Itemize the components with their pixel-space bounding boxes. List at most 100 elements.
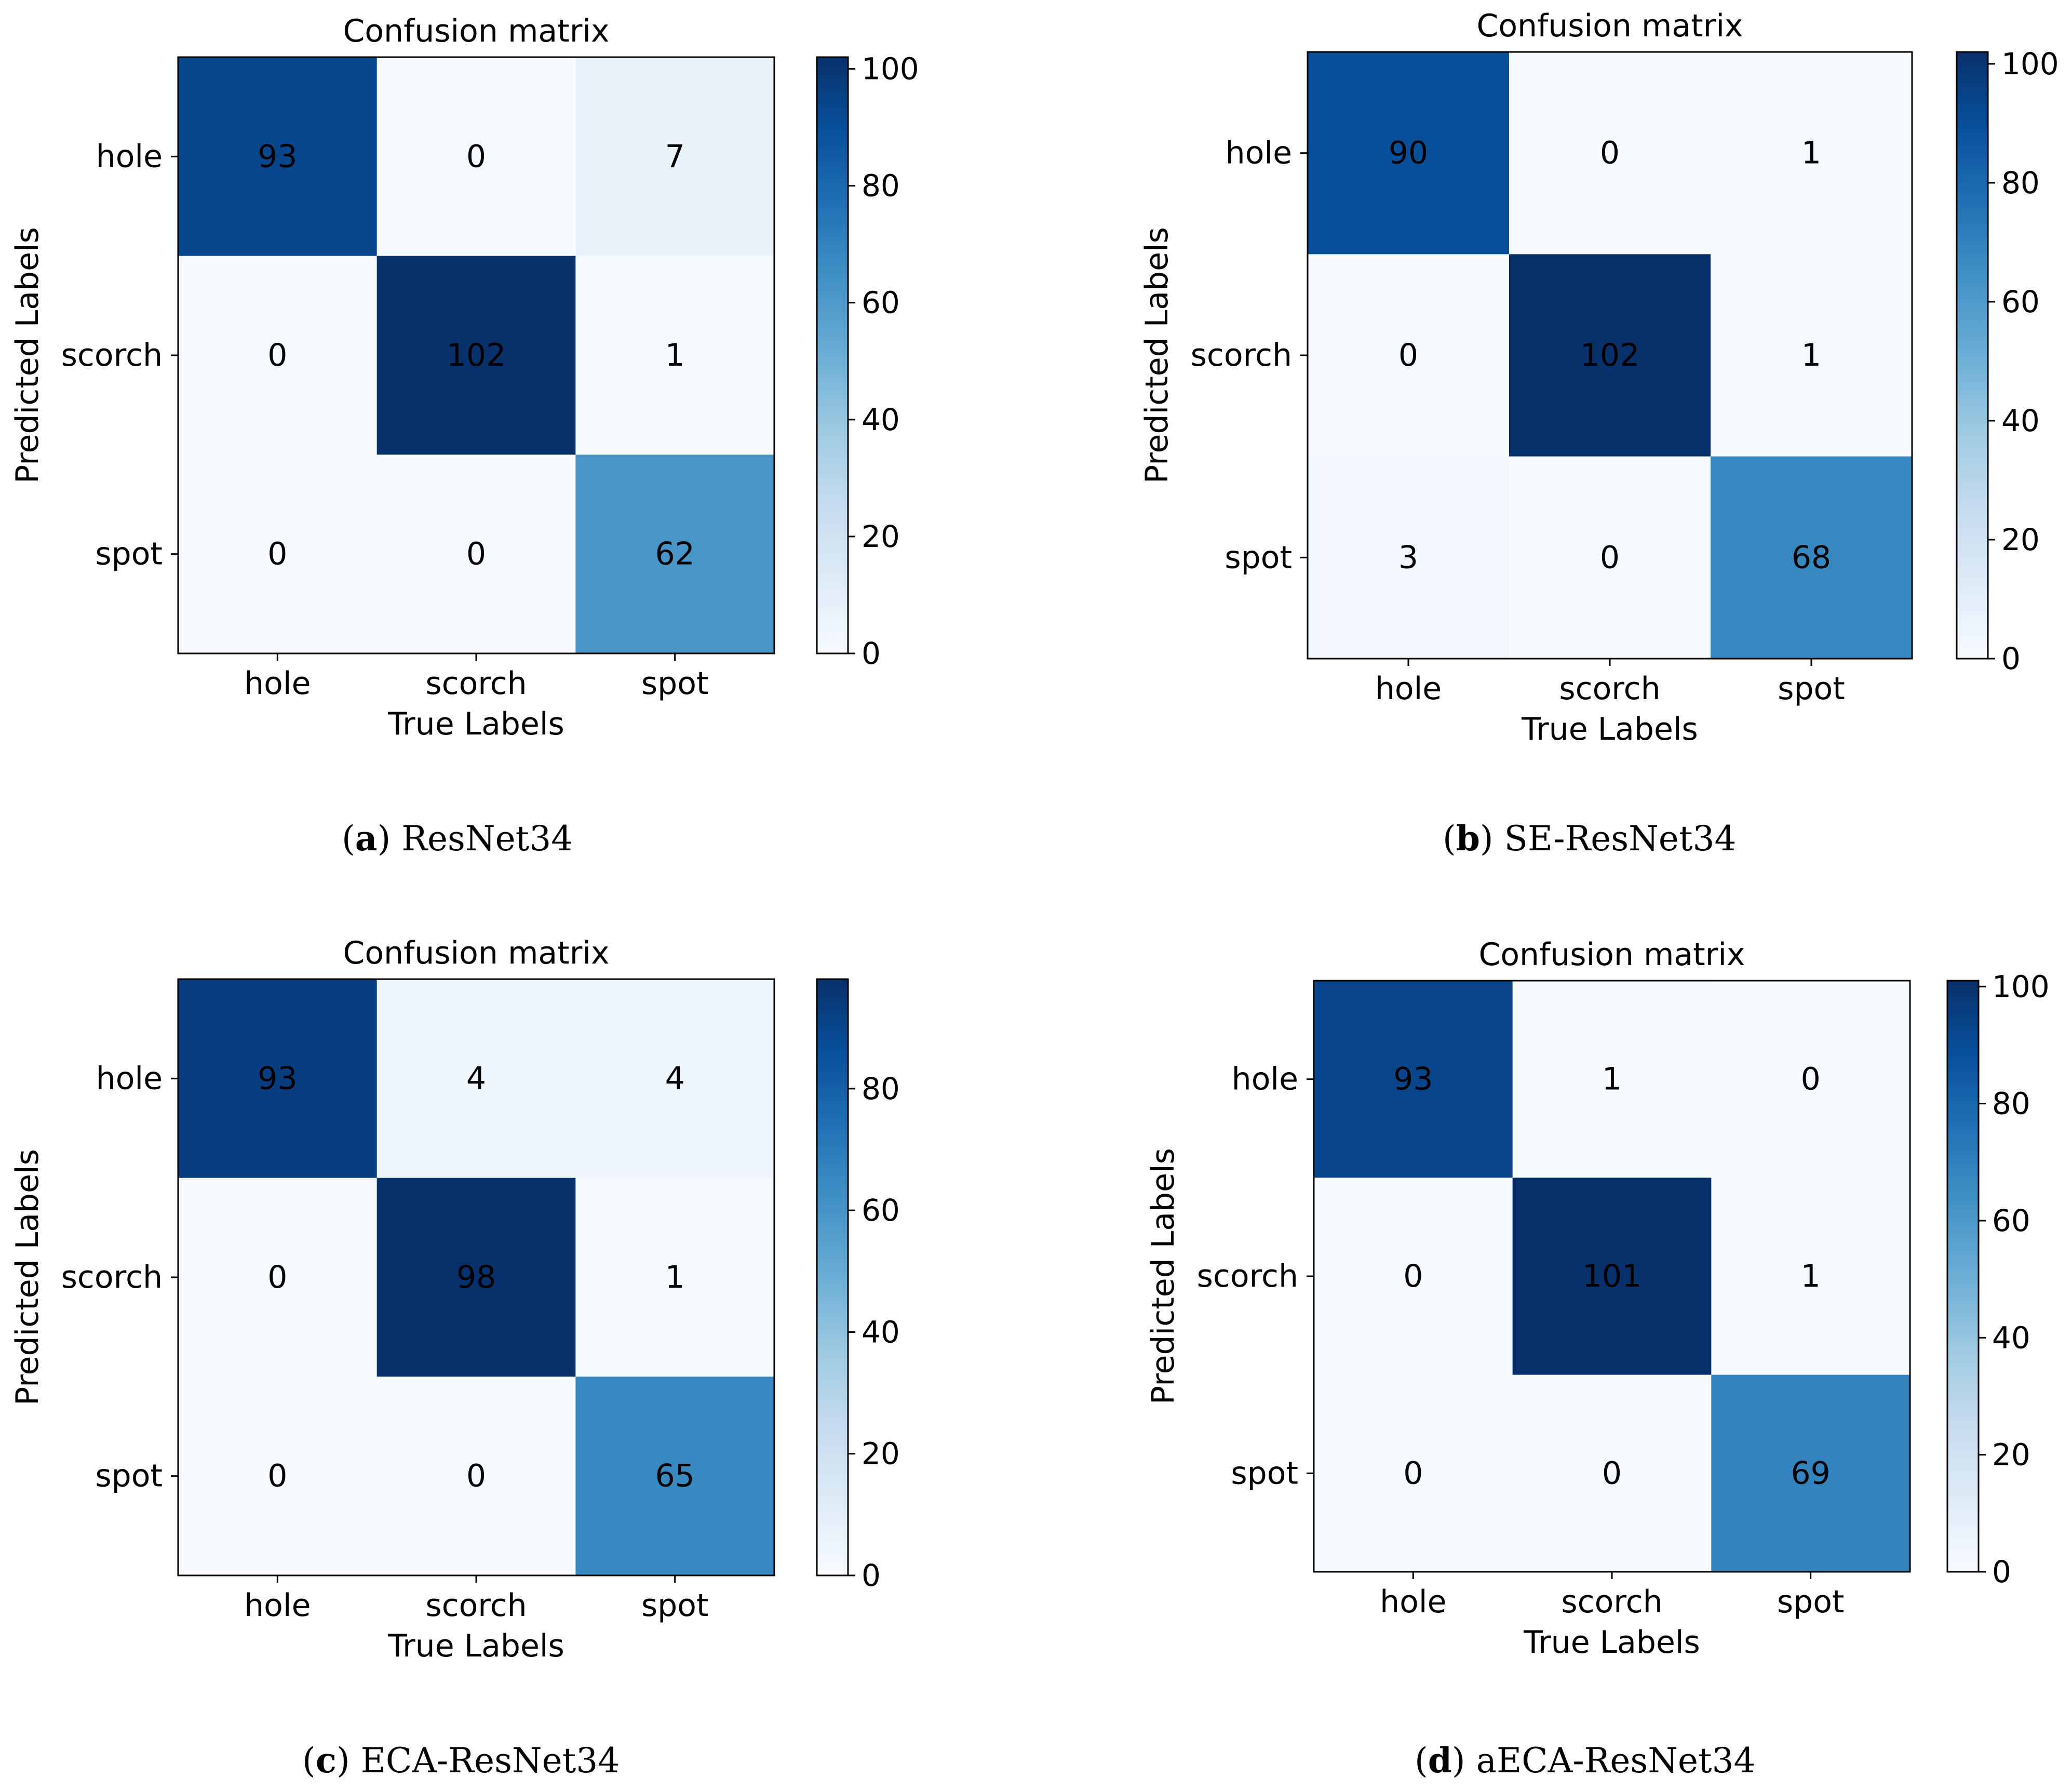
heatmap-cell — [1308, 254, 1510, 457]
cell-value-label: 0 — [1403, 1455, 1423, 1491]
colorbar — [816, 56, 849, 654]
cell-value-label: 1 — [1602, 1061, 1622, 1098]
heatmap-cell — [1509, 52, 1711, 255]
cell-value-label: 98 — [456, 1259, 496, 1295]
heatmap-cell — [1711, 456, 1913, 659]
colorbar-tick-label: 60 — [862, 1193, 900, 1228]
colorbar — [1946, 980, 1980, 1573]
cell-value-label: 1 — [1801, 135, 1821, 171]
colorbar-tick-label: 40 — [862, 1314, 900, 1349]
cell-value-label: 90 — [1389, 135, 1428, 171]
cell-value-label: 7 — [665, 138, 685, 175]
x-tick-label: hole — [1380, 1584, 1446, 1620]
cell-value-label: 68 — [1792, 539, 1831, 576]
colorbar-tick-label: 40 — [2001, 403, 2040, 438]
chart-title: Confusion matrix — [1476, 8, 1743, 44]
x-tick-label: scorch — [1561, 1584, 1662, 1620]
heatmap-cell — [575, 1178, 775, 1377]
x-axis-label: True Labels — [387, 1628, 564, 1664]
caption-a: (a) ResNet34 — [342, 818, 573, 859]
heatmap-cell — [1314, 1178, 1513, 1375]
colorbar-tick-label: 100 — [2001, 46, 2059, 82]
cell-value-label: 93 — [258, 138, 297, 175]
colorbar-tick-label: 80 — [862, 168, 900, 204]
colorbar-tick-label: 100 — [1992, 969, 2050, 1004]
x-tick-label: scorch — [425, 665, 527, 702]
cell-value-label: 93 — [1393, 1061, 1433, 1098]
cell-value-label: 3 — [1398, 539, 1418, 576]
heatmap-cell — [178, 455, 378, 654]
caption-d: (d) aECA-ResNet34 — [1415, 1740, 1756, 1781]
caption-b: (b) SE-ResNet34 — [1443, 818, 1737, 859]
colorbar-tick-label: 40 — [1992, 1320, 2030, 1355]
cell-value-label: 101 — [1582, 1258, 1642, 1294]
cell-value-label: 1 — [665, 1259, 685, 1295]
cell-value-label: 1 — [1801, 1258, 1821, 1294]
chart-title: Confusion matrix — [343, 935, 609, 971]
heatmap-cell — [1314, 981, 1513, 1178]
colorbar-tick-label: 0 — [862, 636, 881, 671]
colorbar-tick-label: 0 — [1992, 1554, 2011, 1589]
colorbar-tick-label: 20 — [1992, 1437, 2030, 1473]
cell-value-label: 102 — [1580, 337, 1640, 373]
x-tick-label: hole — [244, 1587, 311, 1624]
cell-value-label: 69 — [1791, 1455, 1830, 1491]
x-axis-label: True Labels — [1521, 711, 1698, 747]
heatmap-cell — [376, 455, 576, 654]
heatmap-cell — [1512, 1178, 1712, 1375]
y-axis-label: Predicted Labels — [1145, 1148, 1181, 1405]
heatmap-cell — [376, 1178, 576, 1377]
x-tick-label: spot — [1778, 671, 1845, 707]
colorbar-tick-label: 0 — [2001, 641, 2021, 676]
cell-value-label: 0 — [466, 138, 486, 175]
heatmap-cell — [178, 1376, 378, 1576]
cell-value-label: 0 — [267, 1259, 287, 1295]
heatmap-cell — [575, 979, 775, 1179]
colorbar-tick-label: 40 — [862, 402, 900, 437]
colorbar-tick-label: 0 — [862, 1558, 881, 1593]
x-tick-label: scorch — [1559, 671, 1660, 707]
y-tick-label: spot — [1231, 1455, 1298, 1491]
heatmap-cell — [376, 256, 576, 455]
colorbar-tick-label: 100 — [862, 51, 919, 87]
cell-value-label: 0 — [466, 536, 486, 572]
heatmap-cell — [575, 256, 775, 455]
heatmap-cell — [1711, 981, 1910, 1178]
heatmap-cell — [1512, 981, 1712, 1178]
heatmap-cell — [1711, 52, 1913, 255]
y-tick-label: scorch — [61, 1259, 163, 1295]
confusion-matrix-panel-b: Confusion matrix 90 0 1 0 102 1 3 0 68 hole scorch s… — [1139, 8, 2059, 747]
cell-value-label: 0 — [1600, 539, 1620, 576]
colorbar-tick-label: 80 — [1992, 1086, 2030, 1121]
chart-title: Confusion matrix — [343, 13, 609, 49]
y-tick-label: scorch — [61, 337, 163, 373]
heatmap-cell — [1509, 254, 1711, 457]
cell-value-label: 0 — [267, 536, 287, 572]
y-tick-label: hole — [1226, 135, 1292, 171]
colorbar-tick-label: 60 — [2001, 284, 2040, 319]
cell-value-label: 65 — [655, 1458, 694, 1494]
y-tick-label: spot — [95, 536, 163, 572]
y-tick-label: scorch — [1191, 337, 1292, 373]
heatmap-cell — [575, 1376, 775, 1576]
y-tick-label: scorch — [1197, 1258, 1298, 1294]
heatmap-cell — [376, 57, 576, 257]
y-tick-label: spot — [95, 1458, 163, 1494]
heatmap-cell — [1512, 1374, 1712, 1572]
cell-value-label: 1 — [1801, 337, 1821, 373]
heatmap-cell — [1509, 456, 1711, 659]
heatmap-cell — [1711, 1374, 1910, 1572]
colorbar-tick-label: 20 — [862, 1436, 900, 1472]
x-tick-label: hole — [1375, 671, 1442, 707]
x-axis-label: True Labels — [1523, 1624, 1700, 1661]
caption-c: (c) ECA-ResNet34 — [302, 1740, 620, 1781]
heatmap-cell — [376, 1376, 576, 1576]
heatmap-cell — [575, 57, 775, 257]
chart-title: Confusion matrix — [1478, 937, 1745, 973]
y-tick-label: hole — [1232, 1061, 1298, 1098]
heatmap-cell — [1711, 254, 1913, 457]
